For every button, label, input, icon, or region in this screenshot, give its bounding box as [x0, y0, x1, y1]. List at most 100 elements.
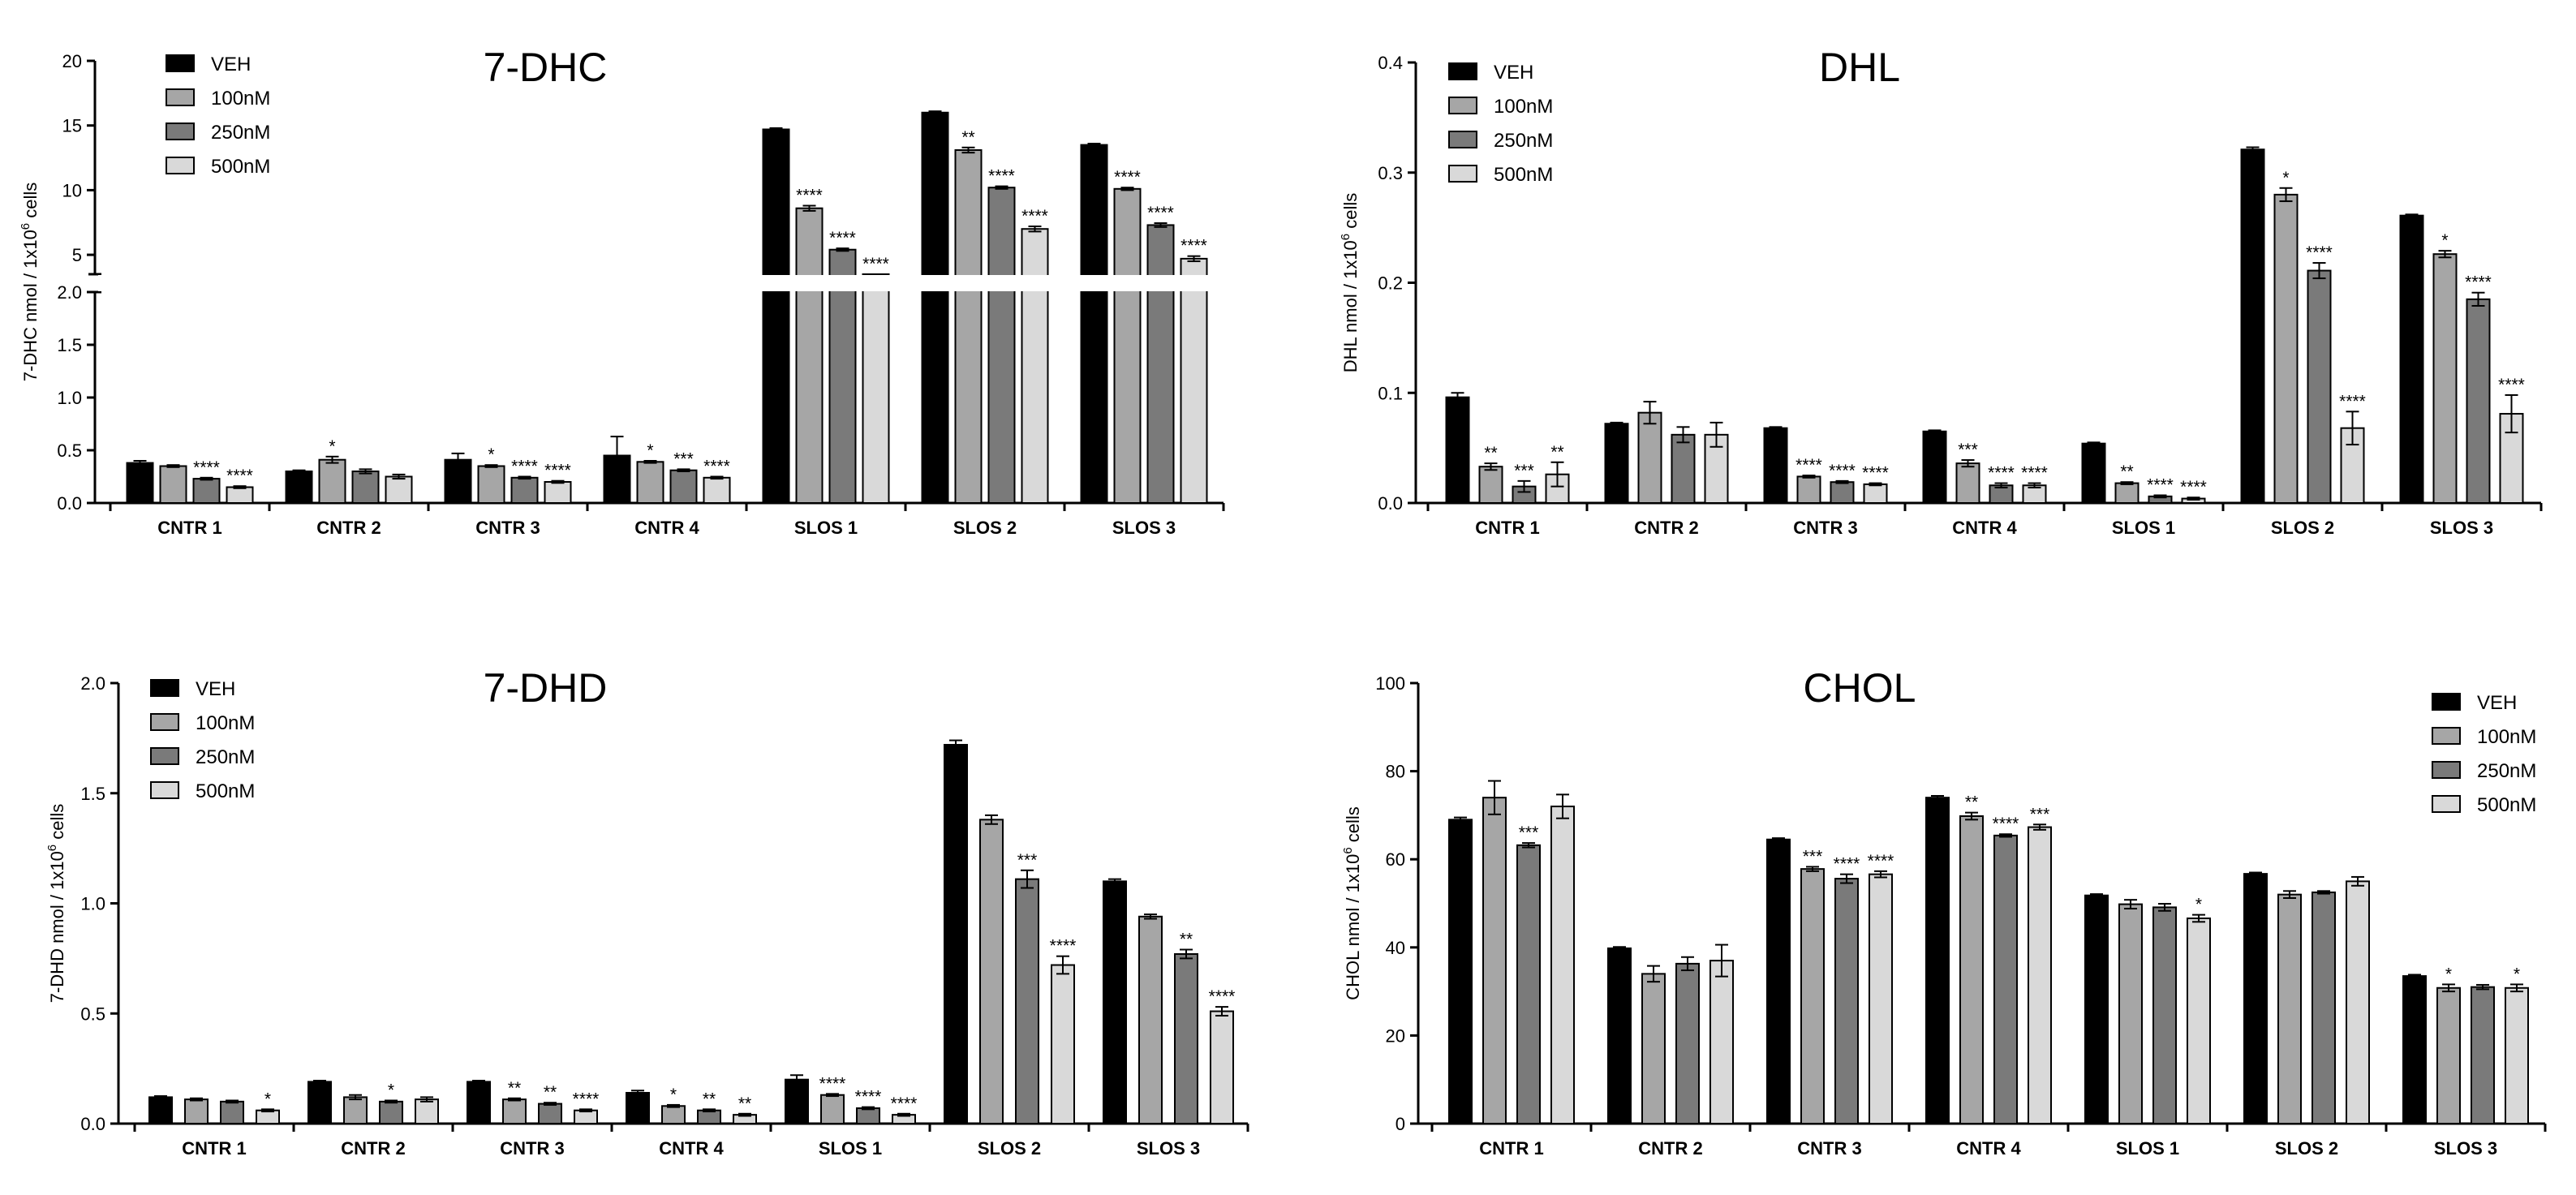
bar-veh	[944, 744, 968, 1125]
bar-100nm	[636, 461, 664, 504]
x-category-label: CNTR 4	[1952, 518, 2017, 538]
significance-label: ****	[862, 255, 889, 273]
significance-label: ***	[1958, 441, 1978, 459]
bar-500nm	[703, 476, 731, 504]
legend-swatch-250nm	[2432, 761, 2461, 779]
bar-100nm	[2436, 987, 2461, 1124]
chart-dhl: DHL 0.0 0.1 0.2 0.3 0.4 DHL nmol / 1x106 cells…	[1339, 45, 2543, 538]
significance-label: *	[2195, 896, 2202, 914]
bar-veh	[1763, 427, 1788, 504]
x-category-label: SLOS 1	[2112, 518, 2175, 538]
bar-100nm	[343, 1096, 368, 1125]
significance-label: ****	[1834, 855, 1860, 874]
bar-100nm	[979, 819, 1004, 1125]
bar-500nm	[226, 486, 254, 504]
bar-250nm	[2307, 269, 2332, 504]
bar-veh	[1080, 144, 1108, 505]
bar-veh	[307, 1081, 332, 1125]
bar-250nm	[1174, 952, 1198, 1124]
significance-label: ***	[1519, 823, 1539, 842]
bar-250nm	[2152, 906, 2177, 1124]
y-tick-label: 60	[1386, 849, 1405, 870]
bar-250nm	[828, 248, 857, 504]
significance-label: ****	[988, 167, 1015, 186]
significance-label: ****	[829, 229, 856, 247]
bar-500nm	[1021, 228, 1049, 504]
significance-label: ****	[1114, 168, 1141, 187]
significance-label: ***	[1017, 851, 1038, 870]
bar-100nm	[477, 465, 505, 504]
bar-250nm	[1675, 962, 1700, 1124]
bar-500nm	[1863, 483, 1888, 504]
legend-swatch-100nm	[150, 713, 179, 731]
bar-100nm	[502, 1098, 527, 1125]
bar-veh	[1448, 819, 1473, 1125]
significance-label: ****	[544, 462, 571, 480]
y-tick-label: 2.0	[57, 282, 82, 303]
significance-label: ****	[226, 466, 253, 485]
legend-swatch-500nm	[166, 157, 195, 174]
y-tick-label: 40	[1386, 938, 1405, 958]
bar-veh	[2081, 442, 2106, 505]
bar-250nm	[1516, 844, 1541, 1124]
bar-veh	[2084, 894, 2109, 1124]
legend-swatch-500nm	[1448, 165, 1477, 183]
significance-label: ***	[673, 449, 694, 468]
significance-label: ***	[2030, 805, 2050, 823]
bar-250nm	[1830, 481, 1855, 505]
bar-250nm	[1671, 433, 1696, 505]
bar-100nm	[1641, 973, 1666, 1124]
significance-label: **	[2120, 462, 2133, 481]
y-axis-label-text: 7-DHD nmol / 1x10	[47, 851, 67, 1003]
bar-250nm	[510, 476, 539, 504]
bar-250nm	[987, 187, 1016, 504]
significance-label: *	[2441, 231, 2448, 250]
bar-veh	[1925, 797, 1950, 1124]
x-category-label: SLOS 2	[953, 518, 1017, 538]
bar-250nm	[697, 1109, 721, 1124]
bar-veh	[1766, 838, 1791, 1124]
legend-label: VEH	[1494, 62, 1533, 84]
y-axis-label-tail: cells	[1340, 193, 1361, 234]
significance-label: *	[2445, 965, 2452, 983]
bar-veh	[626, 1091, 650, 1124]
significance-label: ****	[193, 458, 220, 477]
bar-100nm	[2277, 893, 2302, 1124]
legend-swatch-veh	[166, 54, 195, 72]
legend-label: 250nM	[196, 746, 255, 768]
significance-label: *	[2282, 169, 2289, 187]
significance-label: ****	[2498, 376, 2525, 394]
legend-swatch-100nm	[166, 88, 195, 106]
significance-label: **	[961, 128, 974, 147]
bar-100nm	[1800, 868, 1825, 1124]
y-tick-label: 1.5	[57, 335, 82, 355]
y-tick-label: 1.0	[80, 894, 105, 914]
significance-label: **	[738, 1094, 751, 1113]
x-category-label: CNTR 1	[1479, 1138, 1543, 1158]
chart-title: DHL	[1819, 45, 1900, 90]
legend-swatch-100nm	[1448, 97, 1477, 114]
legend-swatch-veh	[150, 679, 179, 697]
bar-veh	[285, 471, 313, 504]
bar-250nm	[669, 469, 698, 505]
x-category-label: SLOS 3	[2434, 1138, 2497, 1158]
significance-label: ****	[1993, 815, 2019, 833]
bar-250nm	[351, 471, 380, 504]
legend-swatch-100nm	[2432, 727, 2461, 745]
bar-100nm	[1955, 462, 1980, 505]
y-tick-label: 1.5	[80, 784, 105, 804]
significance-label: **	[1550, 443, 1563, 462]
y-tick-label: 0.2	[1378, 273, 1403, 294]
y-axis-label: 7-DHD nmol / 1x106 cells	[45, 804, 67, 1004]
bar-250nm	[2471, 986, 2495, 1125]
y-axis-label-sup: 6	[1341, 847, 1355, 853]
significance-label: ****	[1862, 464, 1889, 483]
bar-100nm	[1796, 475, 1821, 504]
bar-100nm	[1478, 466, 1503, 505]
bar-500nm	[2346, 880, 2370, 1124]
bar-veh	[126, 462, 154, 504]
bar-veh	[2243, 873, 2268, 1125]
legend-swatch-500nm	[2432, 795, 2461, 813]
